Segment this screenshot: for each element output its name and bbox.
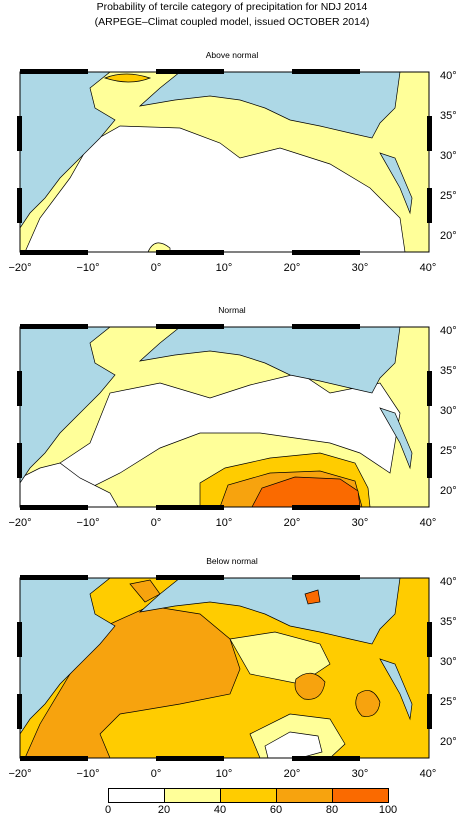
x-tick-label: 0° [151,768,162,780]
y-tick-label: 40° [440,70,457,82]
panel-title: Below normal [206,556,258,566]
x-tick-label: −20° [8,262,31,274]
y-tick-label: 40° [440,576,457,588]
legend-label: 20 [157,804,171,816]
x-tick-label: 30° [352,768,369,780]
map-subtitle: (ARPEGE–Climat coupled model, issued OCT… [94,16,370,28]
x-tick-label: 40° [420,262,437,274]
x-tick-label: 20° [284,262,301,274]
legend-label: 40 [213,804,227,816]
panel-title: Normal [218,305,246,315]
legend-label: 60 [269,804,283,816]
y-tick-label: 35° [440,616,457,628]
y-tick-label: 30° [440,405,457,417]
y-tick-label: 25° [440,445,457,457]
map-title: Probability of tercile category of preci… [96,1,368,13]
x-tick-label: −20° [8,768,31,780]
panel-below-normal: Below normal −20° −10° 0° [0,554,464,804]
y-tick-label: 30° [440,656,457,668]
legend-label: 100 [378,804,398,816]
y-tick-label: 40° [440,325,457,337]
color-legend: 0 20 40 60 80 100 [104,788,397,824]
y-tick-label: 35° [440,110,457,122]
y-tick-label: 20° [440,736,457,748]
panel-normal: Normal −20° −10° 0° 10° 20° 30° [0,303,464,553]
legend-swatch-20-40 [164,788,221,803]
x-tick-label: −10° [76,517,99,529]
legend-swatch-60-80 [276,788,333,803]
y-tick-label: 35° [440,365,457,377]
x-tick-label: −20° [8,517,31,529]
legend-label: 0 [104,804,112,816]
x-tick-label: 0° [151,517,162,529]
x-tick-label: 20° [284,768,301,780]
y-tick-label: 25° [440,696,457,708]
legend-swatch-0-20 [108,788,165,803]
legend-swatch-80-100 [332,788,389,803]
x-tick-label: 30° [352,517,369,529]
x-tick-label: 30° [352,262,369,274]
legend-bar [108,788,389,803]
y-tick-label: 20° [440,485,457,497]
legend-label: 80 [325,804,339,816]
x-tick-label: 20° [284,517,301,529]
map-normal: −20° −10° 0° 10° 20° 30° 40° 40° 35° 30°… [8,324,457,529]
x-tick-label: −10° [76,262,99,274]
y-tick-label: 20° [440,230,457,242]
panel-above-normal: Above normal −20° −10° 0° 10° [0,48,464,298]
x-tick-label: 10° [216,262,233,274]
legend-swatch-40-60 [220,788,277,803]
x-tick-label: 40° [420,517,437,529]
y-tick-label: 30° [440,150,457,162]
x-tick-label: 10° [216,768,233,780]
x-tick-label: −10° [76,768,99,780]
x-tick-label: 0° [151,262,162,274]
x-tick-label: 40° [420,768,437,780]
panel-title: Above normal [205,50,259,60]
map-below-normal: −20° −10° 0° 10° 20° 30° 40° 40° 35° 30°… [8,575,457,780]
y-tick-label: 25° [440,190,457,202]
x-tick-label: 10° [216,517,233,529]
map-above-normal: −20° −10° 0° 10° 20° 30° 40° 40° 35° 30°… [8,69,457,274]
